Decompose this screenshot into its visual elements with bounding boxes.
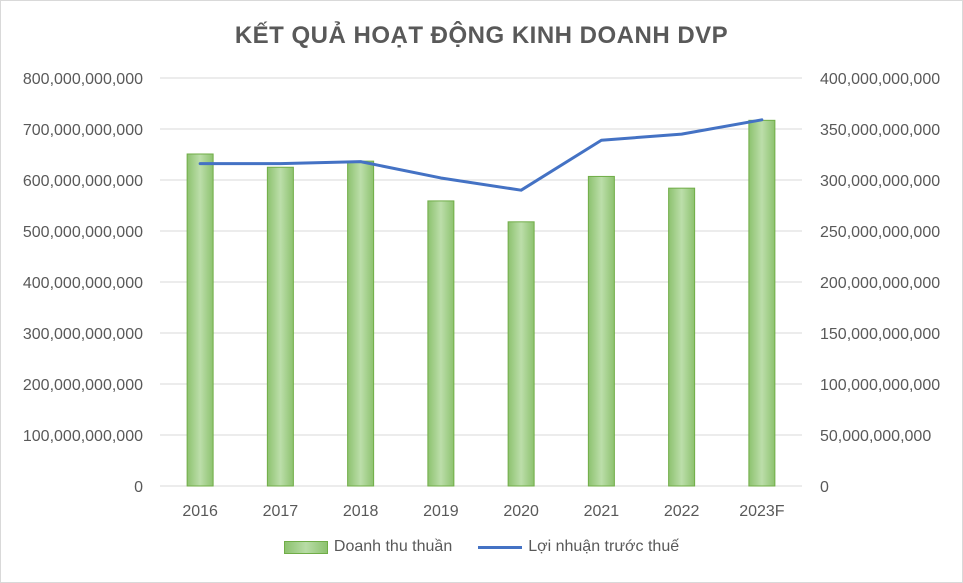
bar [266, 166, 294, 487]
legend-line-label: Lợi nhuận trước thuế [528, 538, 680, 555]
y-left-tick-label: 100,000,000,000 [23, 428, 143, 445]
y-right-tick-label: 350,000,000,000 [820, 122, 940, 139]
y-left-tick-label: 300,000,000,000 [23, 326, 143, 343]
legend-line-swatch [478, 545, 523, 549]
y-left-tick-label: 700,000,000,000 [23, 122, 143, 139]
y-right-tick-label: 300,000,000,000 [820, 173, 940, 190]
x-tick-label: 2016 [182, 503, 218, 520]
chart-legend: Doanh thu thuần Lợi nhuận trước thuế [0, 538, 963, 556]
y-left-tick-label: 0 [134, 479, 143, 496]
x-tick-label: 2017 [263, 503, 299, 520]
x-tick-label: 2020 [503, 503, 539, 520]
y-left-tick-label: 800,000,000,000 [23, 71, 143, 88]
line-series [198, 118, 764, 192]
bar [427, 200, 455, 487]
x-tick-label: 2019 [423, 503, 459, 520]
y-right-tick-label: 400,000,000,000 [820, 71, 940, 88]
bar [507, 221, 535, 487]
y-right-tick-label: 250,000,000,000 [820, 224, 940, 241]
y-left-tick-label: 200,000,000,000 [23, 377, 143, 394]
bar [186, 153, 214, 487]
y-right-tick-label: 150,000,000,000 [820, 326, 940, 343]
y-right-tick-label: 200,000,000,000 [820, 275, 940, 292]
legend-bar-label: Doanh thu thuần [333, 538, 453, 555]
chart-title: KẾT QUẢ HOẠT ĐỘNG KINH DOANH DVP [234, 22, 729, 49]
bar [668, 187, 696, 487]
bar [748, 119, 776, 487]
legend-item-bar: Doanh thu thuần [283, 538, 453, 556]
x-tick-label: 2021 [584, 503, 620, 520]
legend-item-line: Lợi nhuận trước thuế [478, 538, 679, 556]
y-left-tick-label: 500,000,000,000 [23, 224, 143, 241]
y-right-tick-label: 100,000,000,000 [820, 377, 940, 394]
bar [347, 160, 375, 487]
y-left-tick-label: 400,000,000,000 [23, 275, 143, 292]
y-right-tick-label: 50,000,000,000 [820, 428, 931, 445]
x-tick-label: 2023F [739, 503, 785, 520]
x-tick-label: 2018 [343, 503, 379, 520]
x-tick-label: 2022 [664, 503, 700, 520]
y-right-tick-label: 0 [820, 479, 829, 496]
y-left-tick-label: 600,000,000,000 [23, 173, 143, 190]
legend-bar-swatch [283, 540, 328, 554]
bar [587, 175, 615, 487]
